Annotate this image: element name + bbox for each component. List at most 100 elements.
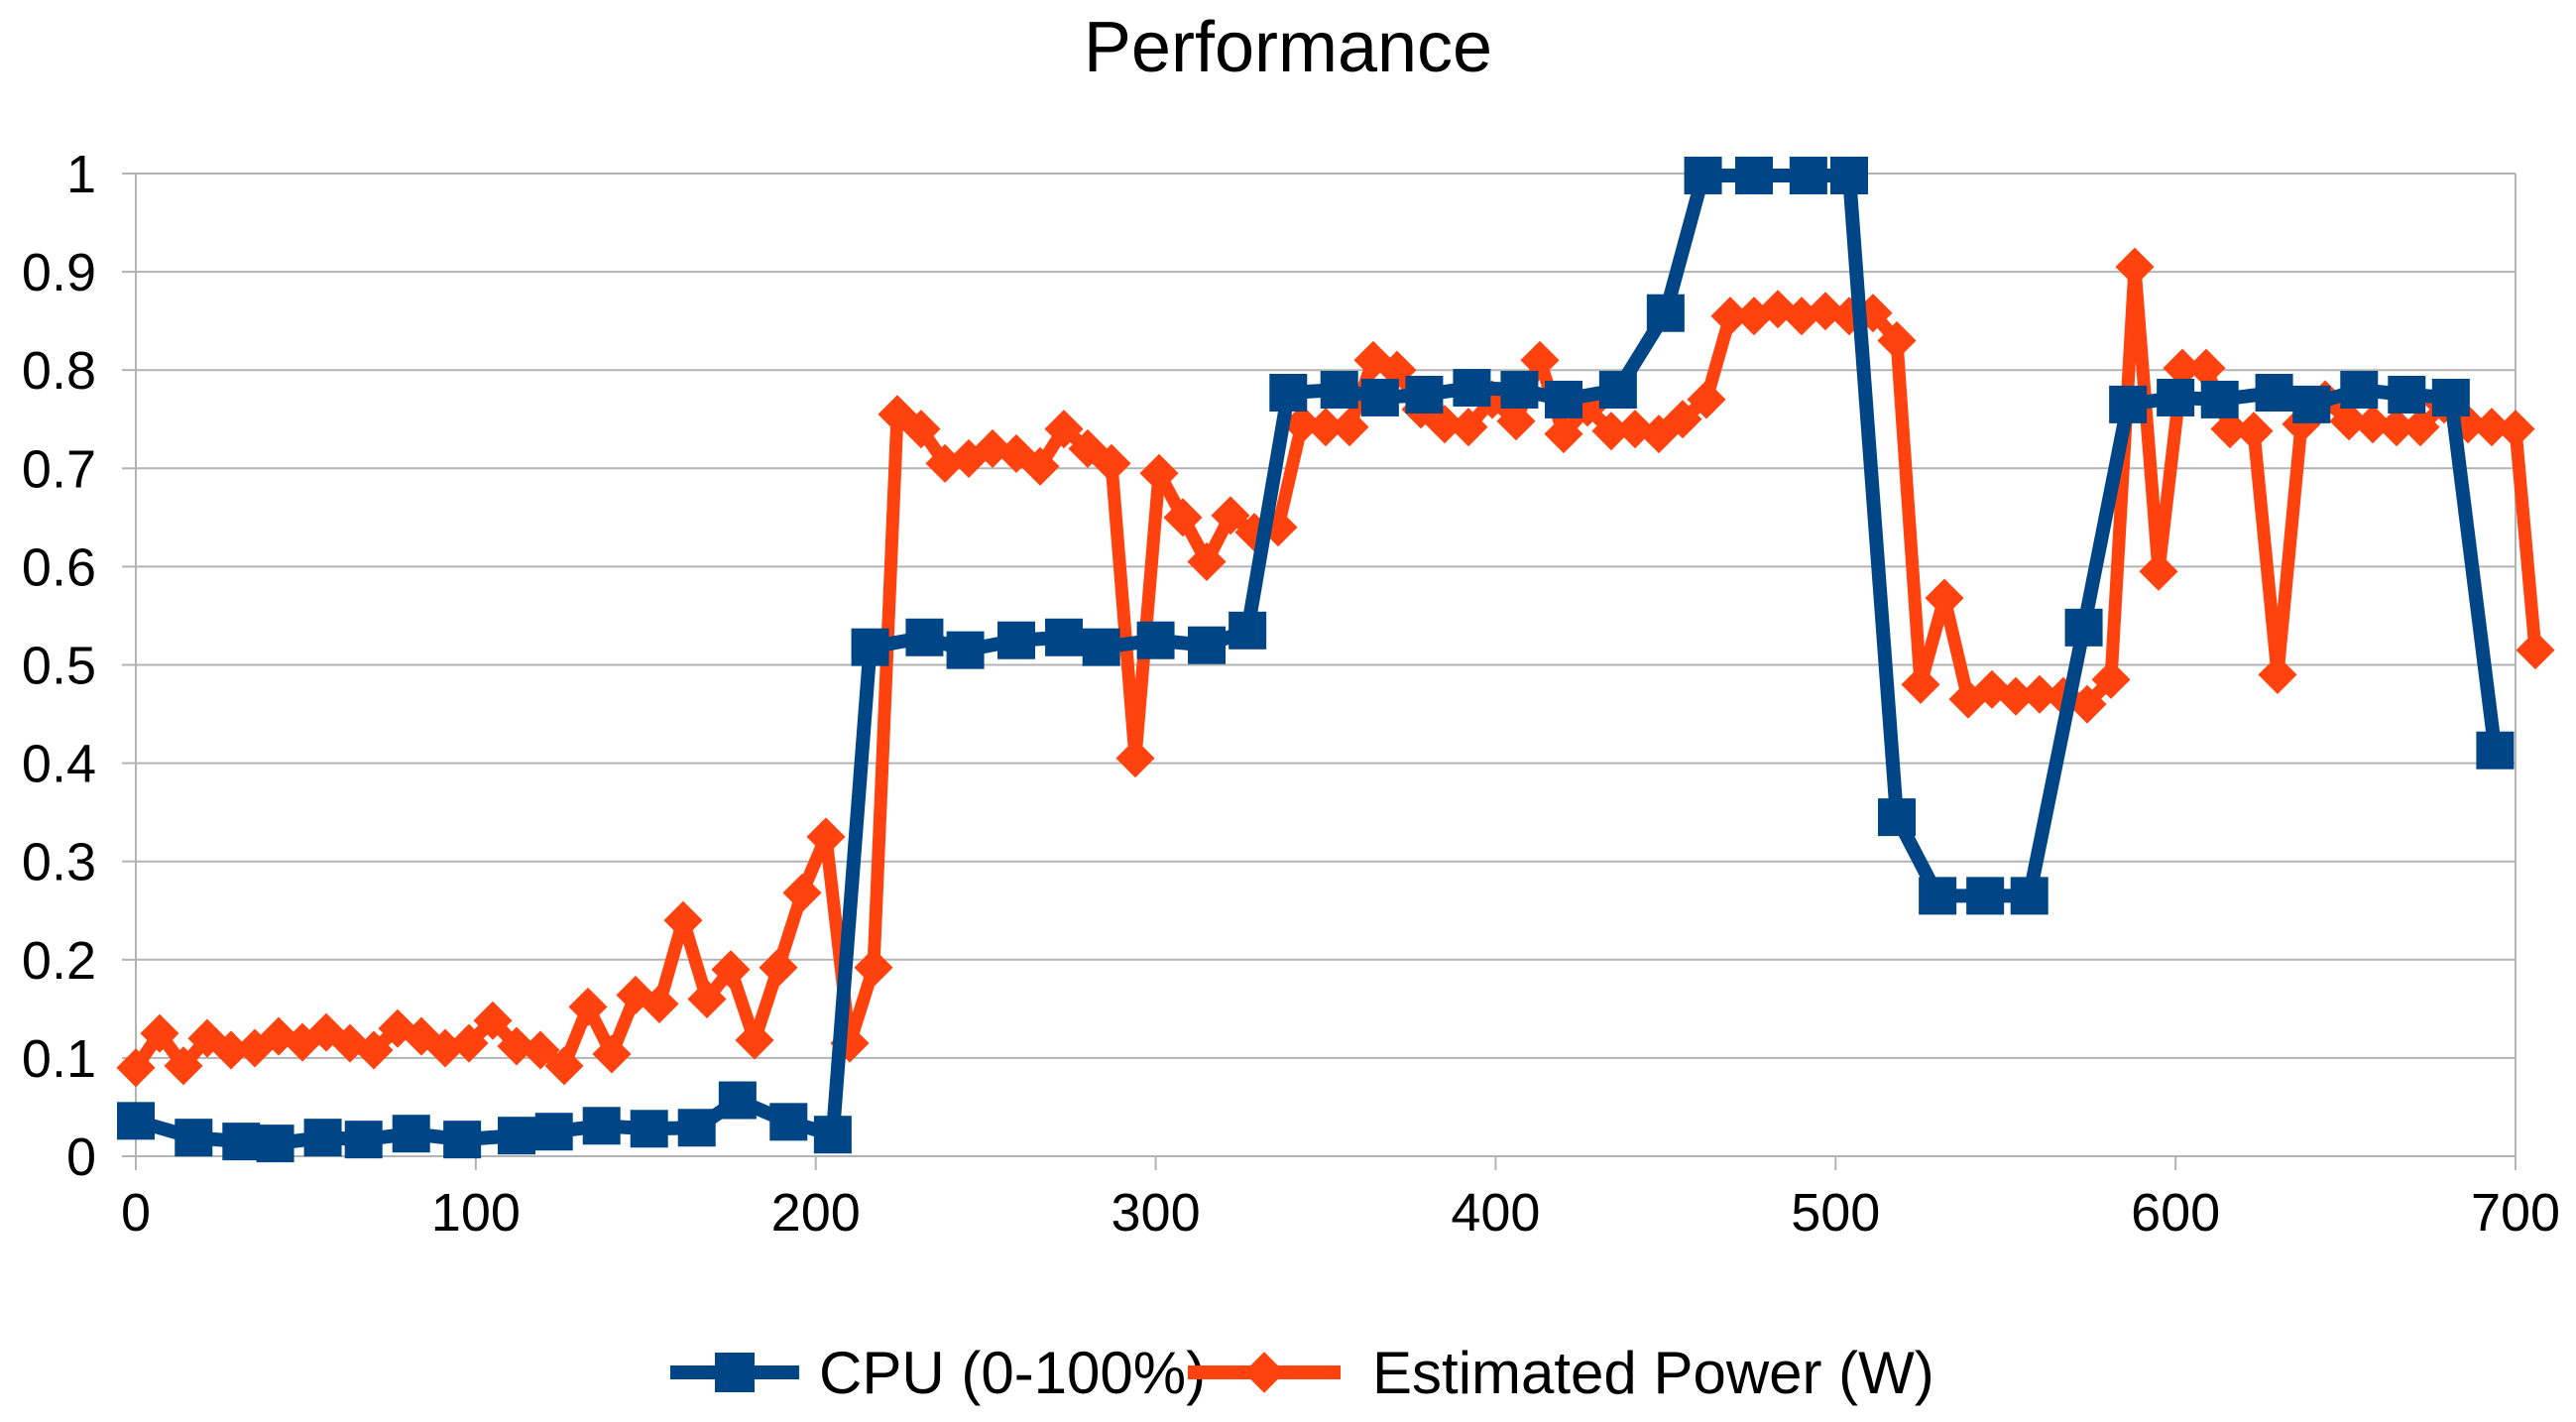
cpu-point xyxy=(1646,294,1685,332)
power-point xyxy=(1139,453,1179,493)
cpu-point xyxy=(1269,373,1308,412)
legend-swatch-marker xyxy=(1243,1352,1285,1393)
power-point xyxy=(949,438,989,478)
power-point xyxy=(2496,410,2535,449)
power-point xyxy=(1092,443,1131,483)
power-point xyxy=(1591,412,1631,451)
series-layer xyxy=(116,156,2555,1163)
cpu-point xyxy=(2157,378,2195,416)
legend-estimated-power: Estimated Power (W) xyxy=(1188,1340,1934,1406)
power-point xyxy=(1044,410,1084,449)
power-point xyxy=(1520,340,1560,380)
cpu-point xyxy=(175,1119,213,1157)
cpu-point xyxy=(851,628,889,666)
cpu-point xyxy=(2388,375,2426,414)
power-point xyxy=(1163,498,1203,537)
power-point xyxy=(116,1048,156,1088)
power-point xyxy=(1758,290,1798,329)
cpu-point xyxy=(769,1103,808,1141)
y-tick-label: 0.3 xyxy=(22,833,96,892)
power-point xyxy=(901,410,941,449)
power-point xyxy=(2139,551,2178,591)
power-point xyxy=(640,984,679,1023)
x-tick-label: 400 xyxy=(1451,1183,1540,1243)
cpu-point xyxy=(2255,373,2293,412)
cpu-point xyxy=(718,1081,757,1120)
power-point xyxy=(2234,412,2274,451)
y-tick-label: 0.4 xyxy=(22,735,96,794)
power-point xyxy=(2377,408,2416,447)
series-cpu xyxy=(117,156,2515,1163)
cpu-point xyxy=(1045,618,1083,656)
legend-label: CPU (0-100%) xyxy=(819,1340,1206,1406)
power-point xyxy=(449,1023,489,1063)
power-point xyxy=(1806,292,1845,331)
cpu-point xyxy=(2010,877,2049,915)
power-point xyxy=(568,987,608,1026)
cpu-point xyxy=(630,1110,668,1148)
power-point xyxy=(1877,320,1917,361)
x-tick-label: 500 xyxy=(1791,1183,1880,1243)
cpu-point xyxy=(256,1125,294,1163)
cpu-point xyxy=(1598,371,1637,410)
power-point xyxy=(211,1030,251,1070)
power-point xyxy=(140,1013,179,1053)
power-point xyxy=(2516,631,2555,670)
power-point xyxy=(1782,296,1821,336)
power-point xyxy=(2353,405,2393,444)
power-point xyxy=(497,1026,536,1066)
power-point xyxy=(1306,408,1346,447)
y-tick-label: 0 xyxy=(66,1127,96,1187)
power-point xyxy=(1663,400,1702,439)
power-point xyxy=(1258,508,1298,547)
power-point xyxy=(925,443,965,483)
power-point xyxy=(1901,664,1940,704)
chart-title: Performance xyxy=(1084,8,1492,87)
cpu-point xyxy=(1830,156,1868,194)
power-point xyxy=(2067,684,2107,724)
legend-swatch-marker xyxy=(715,1353,755,1392)
cpu-point xyxy=(2292,385,2331,423)
cpu-point xyxy=(813,1116,852,1154)
power-point xyxy=(354,1030,394,1070)
cpu-point xyxy=(534,1113,573,1151)
legend: CPU (0-100%) Estimated Power (W) xyxy=(670,1340,1934,1406)
power-point xyxy=(521,1030,560,1070)
legend-label: Estimated Power (W) xyxy=(1372,1340,1934,1406)
cpu-point xyxy=(1453,369,1491,408)
cpu-point xyxy=(1966,877,2005,915)
y-tick-label: 1 xyxy=(66,145,96,204)
power-point xyxy=(1115,739,1155,778)
cpu-point xyxy=(1136,621,1175,659)
power-point xyxy=(711,950,751,990)
power-point xyxy=(1687,380,1726,419)
y-tick-label: 0.5 xyxy=(22,637,96,696)
cpu-point xyxy=(1735,156,1773,194)
power-point xyxy=(663,900,703,940)
power-point xyxy=(473,1001,513,1040)
cpu-point xyxy=(392,1115,430,1153)
cpu-point xyxy=(117,1102,155,1140)
power-point xyxy=(1020,446,1060,486)
power-point xyxy=(2258,654,2297,694)
power-point xyxy=(1449,408,1488,447)
cpu-point xyxy=(1188,626,1226,664)
series-estimated-power xyxy=(116,247,2555,1088)
power-point xyxy=(1330,408,1369,447)
power-point xyxy=(1710,296,1750,336)
power-point xyxy=(1425,405,1464,444)
cpu-point xyxy=(905,618,944,656)
power-point xyxy=(2210,410,2250,449)
power-point xyxy=(782,873,822,912)
y-tick-label: 0.2 xyxy=(22,931,96,991)
legend-cpu: CPU (0-100%) xyxy=(670,1340,1206,1406)
cpu-point xyxy=(1360,378,1399,416)
x-tick-label: 200 xyxy=(771,1183,861,1243)
cpu-point xyxy=(303,1119,342,1157)
power-point xyxy=(592,1034,632,1074)
x-tick-label: 300 xyxy=(1112,1183,1201,1243)
power-point xyxy=(164,1046,203,1086)
y-tick-label: 0.6 xyxy=(22,537,96,597)
